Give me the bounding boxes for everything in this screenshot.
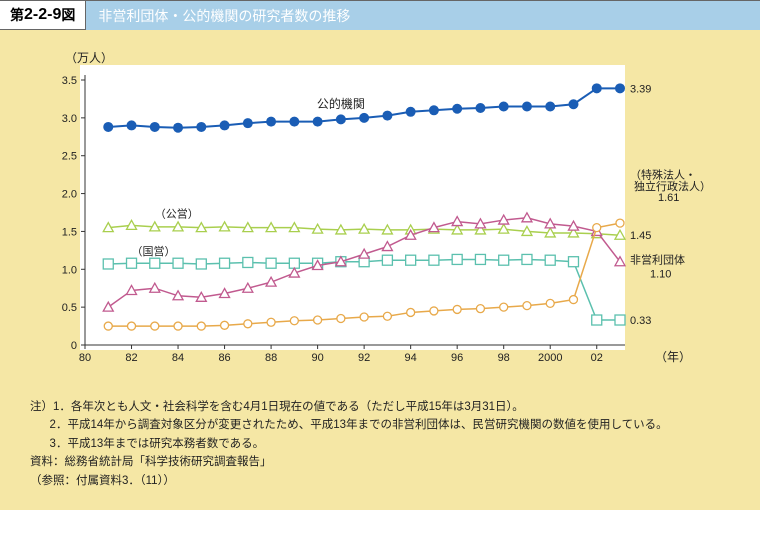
figure-notes: 注）1．各年次とも人文・社会科学を含む4月1日現在の値である（ただし平成15年は… xyxy=(0,390,760,510)
svg-text:02: 02 xyxy=(591,352,603,364)
svg-text:0.5: 0.5 xyxy=(62,302,77,314)
svg-text:公的機関: 公的機関 xyxy=(317,96,365,111)
figure-title: 非営利団体・公的機関の研究者数の推移 xyxy=(86,1,760,30)
svg-text:0.33: 0.33 xyxy=(630,315,651,327)
svg-text:3.0: 3.0 xyxy=(62,113,77,125)
svg-text:1.45: 1.45 xyxy=(630,230,651,242)
svg-text:0: 0 xyxy=(71,340,77,352)
svg-text:2.0: 2.0 xyxy=(62,189,77,201)
figure-number-badge: 第 2-2-9 図 xyxy=(0,1,86,30)
note-1: 注）1．各年次とも人文・社会科学を含む4月1日現在の値である（ただし平成15年は… xyxy=(30,398,730,416)
svg-text:2.5: 2.5 xyxy=(62,151,77,163)
svg-text:90: 90 xyxy=(311,352,323,364)
svg-text:非営利団体: 非営利団体 xyxy=(630,253,685,267)
note-reference: （参照：付属資料3．（11）） xyxy=(30,472,730,490)
svg-text:1.5: 1.5 xyxy=(62,226,77,238)
svg-text:3.5: 3.5 xyxy=(62,75,77,87)
svg-text:88: 88 xyxy=(265,352,277,364)
svg-text:（万人）: （万人） xyxy=(65,51,113,65)
figure-header: 第 2-2-9 図 非営利団体・公的機関の研究者数の推移 xyxy=(0,0,760,30)
svg-text:1.0: 1.0 xyxy=(62,264,77,276)
figure-container: 第 2-2-9 図 非営利団体・公的機関の研究者数の推移 0 0.5 1.0 1.5 2… xyxy=(0,0,760,510)
svg-text:94: 94 xyxy=(405,352,417,364)
svg-text:（公営）: （公営） xyxy=(155,207,199,221)
svg-text:82: 82 xyxy=(125,352,137,364)
note-2: 2．平成14年から調査対象区分が変更されたため、平成13年までの非営利団体は、民… xyxy=(30,416,730,434)
note-source: 資料：総務省統計局「科学技術研究調査報告」 xyxy=(30,453,730,471)
svg-text:（年）: （年） xyxy=(655,350,691,364)
svg-text:（特殊法人・: （特殊法人・ xyxy=(630,167,696,181)
svg-text:92: 92 xyxy=(358,352,370,364)
line-chart: 0 0.5 1.0 1.5 2.0 2.5 3.0 3.5 （万人） 80 82 84 86 88 90 92… xyxy=(30,50,730,380)
badge-prefix: 第 xyxy=(10,5,24,25)
svg-text:80: 80 xyxy=(79,352,91,364)
svg-text:1.10: 1.10 xyxy=(650,269,671,281)
svg-text:2000: 2000 xyxy=(538,352,562,364)
svg-text:84: 84 xyxy=(172,352,184,364)
svg-text:86: 86 xyxy=(218,352,230,364)
svg-text:98: 98 xyxy=(498,352,510,364)
badge-number: 2-2-9 xyxy=(24,6,61,24)
svg-text:96: 96 xyxy=(451,352,463,364)
badge-suffix: 図 xyxy=(61,5,75,25)
chart-panel: 0 0.5 1.0 1.5 2.0 2.5 3.0 3.5 （万人） 80 82 84 86 88 90 92… xyxy=(0,30,760,390)
svg-text:（国営）: （国営） xyxy=(132,244,176,258)
svg-text:3.39: 3.39 xyxy=(630,83,651,95)
note-3: 3．平成13年までは研究本務者数である。 xyxy=(30,435,730,453)
svg-text:独立行政法人）: 独立行政法人） xyxy=(634,179,711,193)
svg-text:1.61: 1.61 xyxy=(658,192,679,204)
